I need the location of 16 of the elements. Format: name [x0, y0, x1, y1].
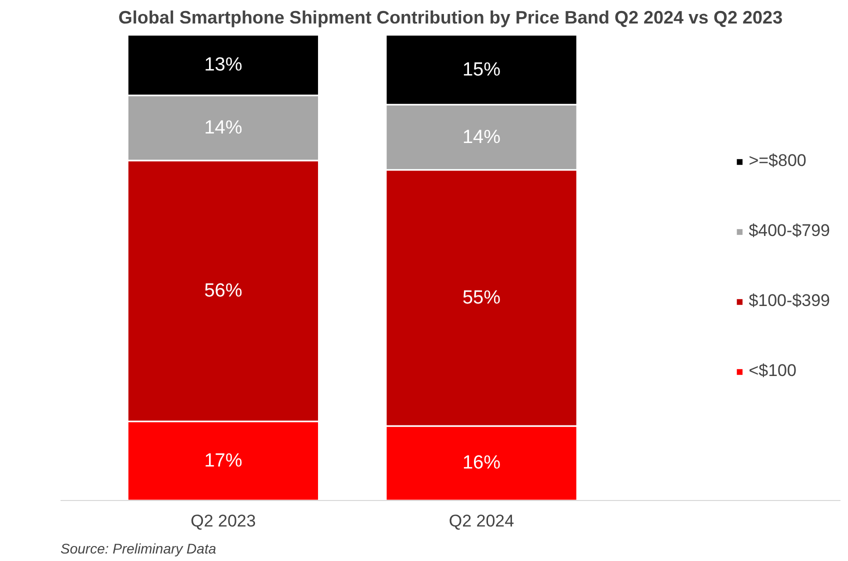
data-label: 16%	[462, 452, 501, 474]
data-label: 14%	[204, 117, 242, 138]
data-label: 14%	[462, 126, 501, 148]
source-note: Source: Preliminary Data	[60, 540, 216, 556]
data-label: 17%	[204, 450, 242, 472]
legend-label: >=$800	[748, 151, 806, 171]
data-label: 13%	[204, 54, 242, 76]
legend-label: <$100	[748, 361, 796, 381]
chart-title: Global Smartphone Shipment Contribution by Price Band Q2 2024 vs Q2 2023	[118, 8, 783, 28]
x-tick-label: Q2 2023	[190, 512, 256, 530]
x-tick-label: Q2 2024	[448, 512, 514, 530]
data-label: 15%	[462, 59, 501, 80]
data-label: 55%	[462, 287, 501, 308]
legend-label: $100-$399	[748, 291, 830, 311]
data-label: 56%	[204, 280, 242, 302]
legend-label: $400-$799	[748, 221, 830, 241]
